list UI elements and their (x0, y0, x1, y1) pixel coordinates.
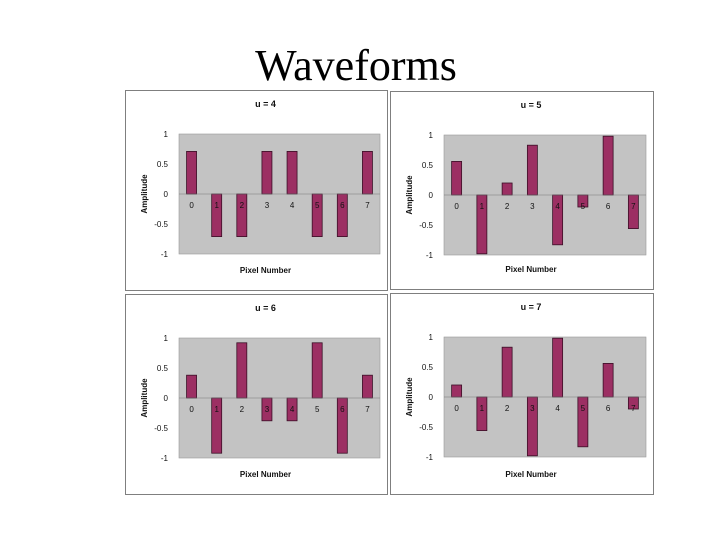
x-tick-label: 3 (530, 404, 535, 413)
x-tick-label: 7 (631, 404, 636, 413)
x-tick-label: 6 (606, 202, 611, 211)
x-tick-label: 3 (265, 201, 270, 210)
y-axis-label: Amplitude (140, 174, 149, 214)
y-tick-label: 0 (429, 191, 434, 200)
x-tick-label: 7 (365, 201, 370, 210)
x-tick-label: 0 (189, 405, 194, 414)
x-tick-label: 5 (315, 201, 320, 210)
x-tick-label: 5 (581, 404, 586, 413)
y-tick-label: -0.5 (154, 220, 168, 229)
x-tick-label: 5 (581, 202, 586, 211)
x-tick-label: 0 (189, 201, 194, 210)
x-tick-label: 6 (606, 404, 611, 413)
y-tick-label: -0.5 (419, 423, 433, 432)
chart-u5: u = 5 1 0.5 0 -0.5 -1 Amplitude 0 1 2 3 4 5 6 7 Pixel N… (390, 91, 654, 290)
y-tick-label: 1 (429, 131, 434, 140)
x-tick-label: 4 (555, 202, 560, 211)
bar-0 (186, 374, 197, 399)
bar-6 (602, 135, 614, 196)
bar-2 (236, 342, 248, 399)
slide-title-text: Waveforms (255, 41, 457, 90)
bar-1 (476, 396, 488, 431)
slide-title: Waveforms (0, 38, 720, 94)
x-tick-label: 3 (530, 202, 535, 211)
y-tick-label: -1 (426, 453, 434, 462)
y-axis-label: Amplitude (405, 175, 414, 215)
chart-title: u = 7 (521, 302, 542, 312)
x-tick-label: 2 (505, 202, 510, 211)
y-tick-label: 0 (164, 394, 169, 403)
x-tick-label: 4 (290, 405, 295, 414)
x-tick-label: 7 (631, 202, 636, 211)
chart-u4: u = 4 1 0.5 0 -0.5 -1 Amplitude 0 1 2 3 4 5 6 7 Pixel N… (125, 90, 388, 291)
x-tick-label: 0 (454, 404, 459, 413)
x-tick-label: 2 (240, 405, 245, 414)
y-axis-label: Amplitude (140, 378, 149, 418)
chart-title: u = 6 (255, 303, 276, 313)
bar-6 (602, 363, 614, 398)
chart-u6: u = 6 1 0.5 0 -0.5 -1 Amplitude 0 1 2 3 4 5 6 7 Pixel N… (125, 294, 388, 495)
chart-title: u = 5 (521, 100, 542, 110)
x-tick-label: 1 (214, 201, 219, 210)
x-tick-label: 2 (505, 404, 510, 413)
y-tick-label: 0 (164, 190, 169, 199)
x-axis-label: Pixel Number (240, 266, 291, 275)
y-tick-label: -1 (426, 251, 434, 260)
y-tick-label: -0.5 (154, 424, 168, 433)
bar-4 (286, 151, 298, 195)
bar-3 (261, 151, 273, 195)
y-tick-label: 1 (164, 130, 169, 139)
bar-0 (451, 384, 463, 398)
bar-7 (362, 151, 373, 195)
y-tick-label: 0 (429, 393, 434, 402)
chart-title: u = 4 (255, 99, 276, 109)
y-tick-label: 0.5 (157, 364, 169, 373)
x-tick-label: 1 (480, 404, 485, 413)
x-tick-label: 4 (555, 404, 560, 413)
x-tick-label: 1 (214, 405, 219, 414)
y-tick-label: 1 (429, 333, 434, 342)
y-tick-label: 0.5 (422, 363, 434, 372)
x-tick-label: 5 (315, 405, 320, 414)
y-tick-label: 1 (164, 334, 169, 343)
x-tick-label: 2 (240, 201, 245, 210)
bar-7 (362, 374, 373, 399)
y-axis-label: Amplitude (405, 377, 414, 417)
y-tick-label: 0.5 (157, 160, 169, 169)
x-axis-label: Pixel Number (505, 470, 556, 479)
y-tick-label: -0.5 (419, 221, 433, 230)
chart-u7: u = 7 1 0.5 0 -0.5 -1 Amplitude 0 1 2 3 4 5 6 7 Pixel N… (390, 293, 654, 495)
x-tick-label: 7 (365, 405, 370, 414)
bar-7 (627, 194, 639, 229)
bar-2 (501, 182, 513, 196)
x-tick-label: 6 (340, 201, 345, 210)
x-tick-label: 3 (265, 405, 270, 414)
x-axis-label: Pixel Number (505, 265, 556, 274)
x-tick-label: 4 (290, 201, 295, 210)
y-tick-label: -1 (161, 250, 169, 259)
bar-2 (501, 346, 513, 398)
bar-0 (451, 161, 463, 196)
x-tick-label: 1 (480, 202, 485, 211)
y-tick-label: 0.5 (422, 161, 434, 170)
x-tick-label: 6 (340, 405, 345, 414)
x-axis-label: Pixel Number (240, 470, 291, 479)
bar-5 (311, 342, 323, 399)
y-tick-label: -1 (161, 454, 169, 463)
bar-3 (526, 144, 538, 196)
bar-4 (552, 337, 564, 398)
x-tick-label: 0 (454, 202, 459, 211)
bar-0 (186, 151, 197, 195)
